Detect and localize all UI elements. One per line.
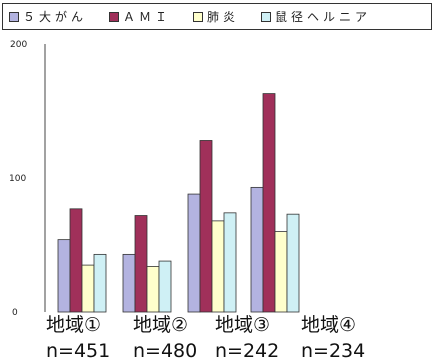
chart-plot: 0 100 200 — [9, 40, 300, 315]
bar-inguinal-hernia-region-2 — [158, 260, 172, 313]
legend-label-five-cancers: ５大がん — [23, 10, 88, 24]
bar-ami-region-4 — [262, 93, 276, 313]
legend-swatch-pneumonia — [193, 11, 204, 22]
bar-pneumonia-region-2 — [146, 266, 160, 313]
bar-inguinal-hernia-region-4 — [286, 213, 300, 313]
bar-inguinal-hernia-region-1 — [93, 253, 107, 313]
x-label-region-3: 地域③ — [215, 314, 271, 336]
legend-item-pneumonia: 肺炎 — [193, 8, 239, 25]
bar-five-cancers-region-1 — [57, 239, 71, 313]
y-tick-label: 0 — [12, 308, 18, 315]
bar-pneumonia-region-4 — [274, 231, 288, 313]
bars — [57, 93, 300, 313]
bar-ami-region-3 — [199, 140, 213, 313]
legend-item-inguinal-hernia: 鼠径ヘルニア — [261, 8, 371, 25]
legend-swatch-five-cancers — [9, 11, 19, 22]
bar-five-cancers-region-2 — [122, 253, 136, 313]
bar-pneumonia-region-1 — [81, 264, 95, 313]
bar-ami-region-2 — [134, 215, 148, 313]
legend-swatch-ami — [109, 11, 120, 22]
x-label-region-2: 地域② — [133, 314, 189, 336]
bar-pneumonia-region-3 — [211, 220, 225, 313]
bar-five-cancers-region-4 — [250, 186, 264, 313]
x-label-region-1: 地域① — [46, 314, 102, 336]
x-count-region-1: n=451 — [46, 340, 111, 362]
legend-label-ami: ＡＭＩ — [123, 10, 172, 24]
bar-five-cancers-region-3 — [187, 193, 201, 313]
legend-label-inguinal-hernia: 鼠径ヘルニア — [275, 10, 372, 24]
x-count-region-4: n=234 — [301, 340, 366, 362]
x-axis-labels: 地域① 地域② 地域③ 地域④ n=451 n=480 n=242 n=234 — [0, 314, 436, 364]
y-axis: 0 100 200 — [9, 40, 46, 315]
legend-item-five-cancers: ５大がん — [9, 8, 87, 25]
legend-label-pneumonia: 肺炎 — [207, 10, 240, 24]
legend-swatch-inguinal-hernia — [261, 11, 272, 22]
y-tick-label: 200 — [10, 40, 27, 50]
legend-item-ami: ＡＭＩ — [109, 8, 171, 25]
y-tick-label: 100 — [9, 174, 26, 184]
x-count-region-3: n=242 — [215, 340, 280, 362]
x-label-region-4: 地域④ — [301, 314, 357, 336]
legend: ５大がん ＡＭＩ 肺炎 鼠径ヘルニア — [2, 3, 432, 30]
bar-ami-region-1 — [69, 208, 83, 313]
bar-inguinal-hernia-region-3 — [223, 212, 237, 313]
x-count-region-2: n=480 — [133, 340, 198, 362]
